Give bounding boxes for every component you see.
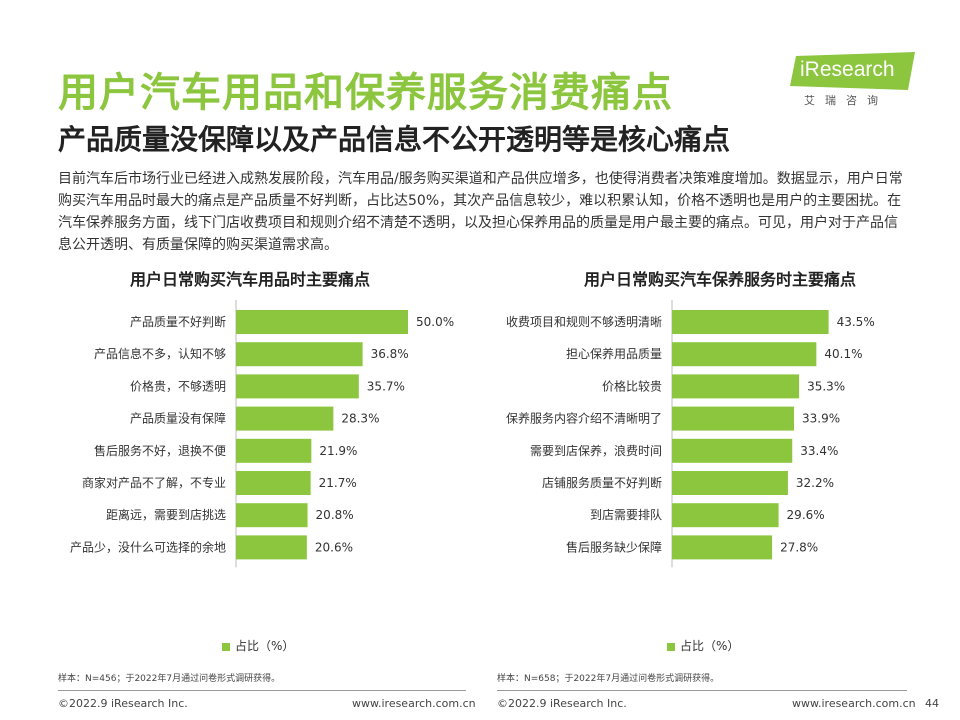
logo-sub-text: 艾瑞咨询 [804,94,888,107]
footer-copyright-left: ©2022.9 iResearch Inc. [58,697,188,710]
chart1-bar-chart: 产品质量不好判断 50.0% 产品信息不多，认知不够 36.8% 价格贵，不够透明 35.… [70,300,454,568]
chart1-value-label: 36.8% [371,347,409,361]
chart2-value-label: 35.3% [807,379,845,393]
chart1-legend-label: 占比（%） [235,639,295,653]
chart2-bar [672,503,779,528]
chart2-category-label: 店铺服务质量不好判断 [542,475,662,490]
chart2-bar [672,535,773,560]
footer-website-right[interactable]: www.iresearch.com.cn [792,697,916,710]
chart1-value-label: 35.7% [367,379,405,393]
chart1-value-label: 21.9% [319,444,357,458]
chart1-bar [236,503,308,528]
page-title: 用户汽车用品和保养服务消费痛点 [58,70,673,116]
chart2-category-label: 收费项目和规则不够透明清晰 [506,314,662,329]
chart1-bar [236,342,363,367]
chart1-bar [236,406,334,431]
chart1-category-label: 售后服务不好，退换不便 [94,443,226,458]
chart1-legend: 占比（%） [222,637,294,654]
iresearch-logo: iResearch 艾瑞咨询 [790,52,915,112]
chart1-bar [236,310,408,334]
chart1-bar [236,471,311,495]
chart2-value-label: 43.5% [837,315,875,329]
chart2-category-label: 价格比较贵 [602,378,662,393]
footer-divider-left [58,690,466,691]
chart2-sample-note: 样本：N=658；于2022年7月通过问卷形式调研获得。 [497,674,720,684]
logo-shape [790,52,915,90]
chart2-bar [672,374,800,399]
footer-copyright-right: ©2022.9 iResearch Inc. [497,697,627,710]
chart2-legend: 占比（%） [667,637,739,654]
chart1-bar [236,374,359,399]
chart1-category-label: 距离远，需要到店挑选 [106,507,226,522]
chart1-category-label: 产品质量不好判断 [130,314,226,329]
chart2-title: 用户日常购买汽车保养服务时主要痛点 [583,270,856,289]
chart2-bar [672,471,788,495]
chart2-value-label: 29.6% [787,508,825,522]
chart2-category-label: 到店需要排队 [590,507,662,522]
chart1-value-label: 21.7% [319,476,357,490]
chart2-bar [672,406,795,431]
intro-paragraph: 目前汽车后市场行业已经进入成熟发展阶段，汽车用品/服务购买渠道和产品供应增多，也… [58,171,903,253]
chart2-value-label: 32.2% [796,476,834,490]
chart2-category-label: 保养服务内容介绍不清晰明了 [506,411,662,426]
logo-brand-text: iResearch [800,58,895,81]
footer-website-left[interactable]: www.iresearch.com.cn [352,697,476,710]
chart2-value-label: 33.9% [802,412,840,426]
chart1-legend-swatch [222,642,230,651]
chart2-bar [672,310,829,334]
chart1-category-label: 产品少，没什么可选择的余地 [70,539,226,554]
chart2-value-label: 27.8% [780,540,818,554]
chart1-title: 用户日常购买汽车用品时主要痛点 [129,270,370,289]
chart2-bar-chart: 收费项目和规则不够透明清晰 43.5% 担心保养用品质量 40.1% 价格比较贵 35.3… [506,300,875,568]
page-subtitle: 产品质量没保障以及产品信息不公开透明等是核心痛点 [58,123,731,156]
chart2-category-label: 售后服务缺少保障 [566,539,662,554]
chart1-category-label: 产品信息不多，认知不够 [94,346,226,361]
footer-divider-right [497,690,907,691]
chart1-category-label: 商家对产品不了解，不专业 [82,475,226,490]
chart2-value-label: 40.1% [824,347,862,361]
chart2-value-label: 33.4% [800,444,838,458]
chart1-bar [236,535,307,560]
chart1-value-label: 20.6% [315,540,353,554]
chart1-category-label: 产品质量没有保障 [130,411,226,426]
chart1-category-label: 价格贵，不够透明 [130,378,226,393]
chart2-legend-label: 占比（%） [680,639,740,653]
chart1-value-label: 28.3% [341,412,379,426]
chart1-value-label: 20.8% [316,508,354,522]
page-number: 44 [925,697,939,710]
chart1-value-label: 50.0% [416,315,454,329]
chart2-bar [672,342,817,367]
chart1-bar [236,438,312,463]
chart2-bar [672,438,793,463]
chart2-category-label: 担心保养用品质量 [566,346,662,361]
chart2-category-label: 需要到店保养，浪费时间 [530,443,662,458]
chart2-legend-swatch [667,642,675,651]
chart1-sample-note: 样本：N=456；于2022年7月通过问卷形式调研获得。 [58,674,281,684]
